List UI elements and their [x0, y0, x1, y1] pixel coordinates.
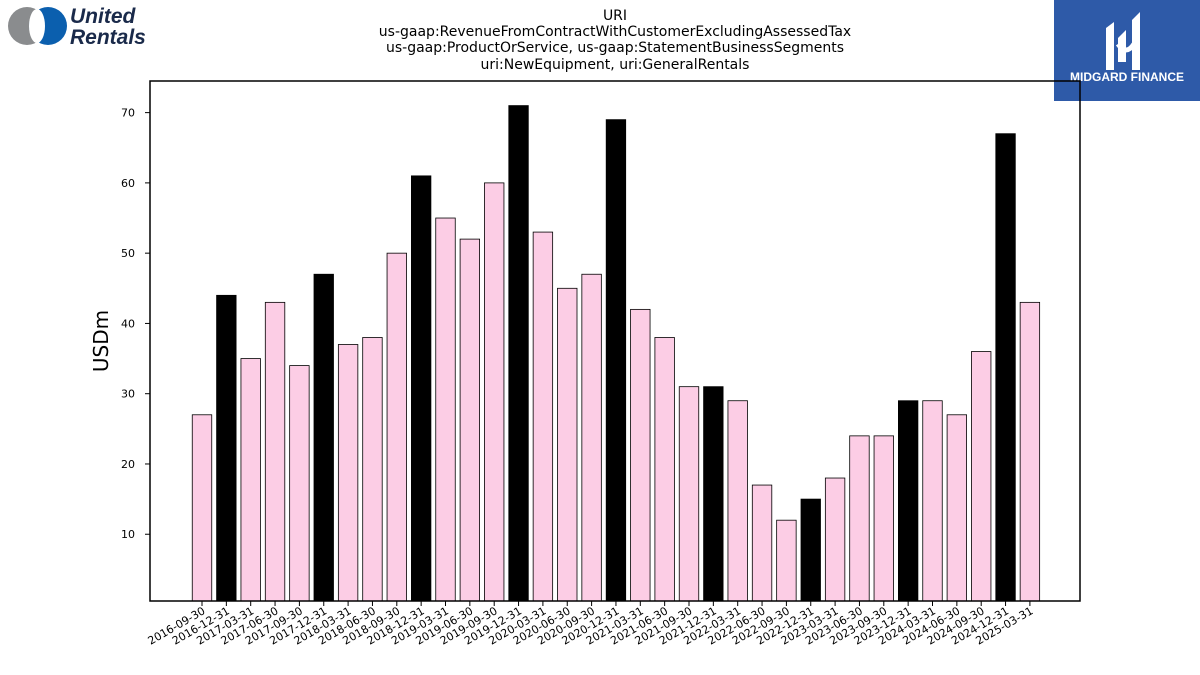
bars-group: [191, 105, 1041, 602]
bar-2022-06-30: [751, 484, 773, 602]
logo-text-line-2: Rentals: [70, 26, 146, 48]
chart-title: URI us-gaap:RevenueFromContractWithCusto…: [379, 8, 851, 73]
y-axis-label: USDm: [89, 310, 113, 372]
bar-2023-03-31: [824, 477, 846, 602]
plot-frame: [149, 80, 1081, 602]
bar-2017-09-30: [289, 365, 310, 602]
bar-2024-12-31: [995, 133, 1016, 602]
y-tick-label: 30: [121, 388, 135, 401]
y-tick-label: 20: [121, 458, 135, 471]
bar-2019-03-31: [435, 217, 456, 602]
bar-2024-09-30: [971, 351, 992, 602]
bar-2020-06-30: [557, 287, 578, 602]
bar-2022-03-31: [727, 400, 748, 602]
midgard-mark-icon: MIDGARD FINANCE: [1070, 12, 1184, 84]
chart-title-line-4: uri:NewEquipment, uri:GeneralRentals: [481, 57, 750, 73]
bar-2025-03-31: [1019, 301, 1041, 602]
bar-2018-12-31: [410, 175, 432, 602]
y-tick-label: 40: [121, 317, 135, 330]
logo-text-line-1: United: [70, 5, 137, 28]
x-axis: 2016-09-302016-12-312017-03-312017-06-30…: [146, 601, 1035, 648]
bar-2023-12-31: [898, 400, 919, 602]
chart-title-line-3: us-gaap:ProductOrService, us-gaap:Statem…: [386, 40, 844, 56]
bar-2019-09-30: [484, 182, 505, 602]
bar-2020-09-30: [581, 273, 602, 602]
bar-2024-06-30: [946, 414, 967, 602]
bar-2018-09-30: [386, 252, 407, 602]
bar-2022-12-31: [800, 498, 821, 602]
logo-white-gap: [29, 9, 45, 43]
y-tick-label: 50: [121, 247, 135, 260]
midgard-logo-text: MIDGARD FINANCE: [1070, 70, 1184, 84]
bar-2024-03-31: [922, 400, 943, 602]
bar-2018-06-30: [362, 337, 383, 602]
y-tick-label: 10: [121, 528, 135, 541]
bar-2021-09-30: [678, 386, 700, 602]
y-tick-label: 70: [121, 107, 135, 120]
bar-2022-09-30: [776, 519, 797, 602]
bar-2021-06-30: [654, 337, 675, 602]
united-rentals-logo: United Rentals: [8, 5, 146, 48]
bar-2018-03-31: [337, 344, 359, 602]
bar-2017-06-30: [264, 301, 286, 602]
bar-2017-12-31: [313, 273, 334, 602]
bar-2021-12-31: [703, 386, 724, 602]
bar-2023-09-30: [873, 435, 894, 602]
bar-2016-12-31: [216, 294, 237, 602]
bar-2019-06-30: [459, 238, 481, 602]
chart-title-line-1: URI: [603, 8, 627, 24]
y-axis: 10 20 30 40 50 60 70: [121, 107, 150, 541]
bar-2019-12-31: [508, 105, 529, 602]
bar-2017-03-31: [240, 358, 261, 602]
bar-2021-03-31: [630, 308, 651, 602]
bar-2016-09-30: [191, 414, 213, 602]
bar-2023-06-30: [849, 435, 870, 602]
bar-2020-12-31: [605, 119, 627, 602]
chart-title-line-2: us-gaap:RevenueFromContractWithCustomerE…: [379, 24, 851, 40]
midgard-finance-logo: MIDGARD FINANCE: [1054, 0, 1200, 101]
y-tick-label: 60: [121, 177, 135, 190]
bar-2020-03-31: [532, 231, 554, 602]
